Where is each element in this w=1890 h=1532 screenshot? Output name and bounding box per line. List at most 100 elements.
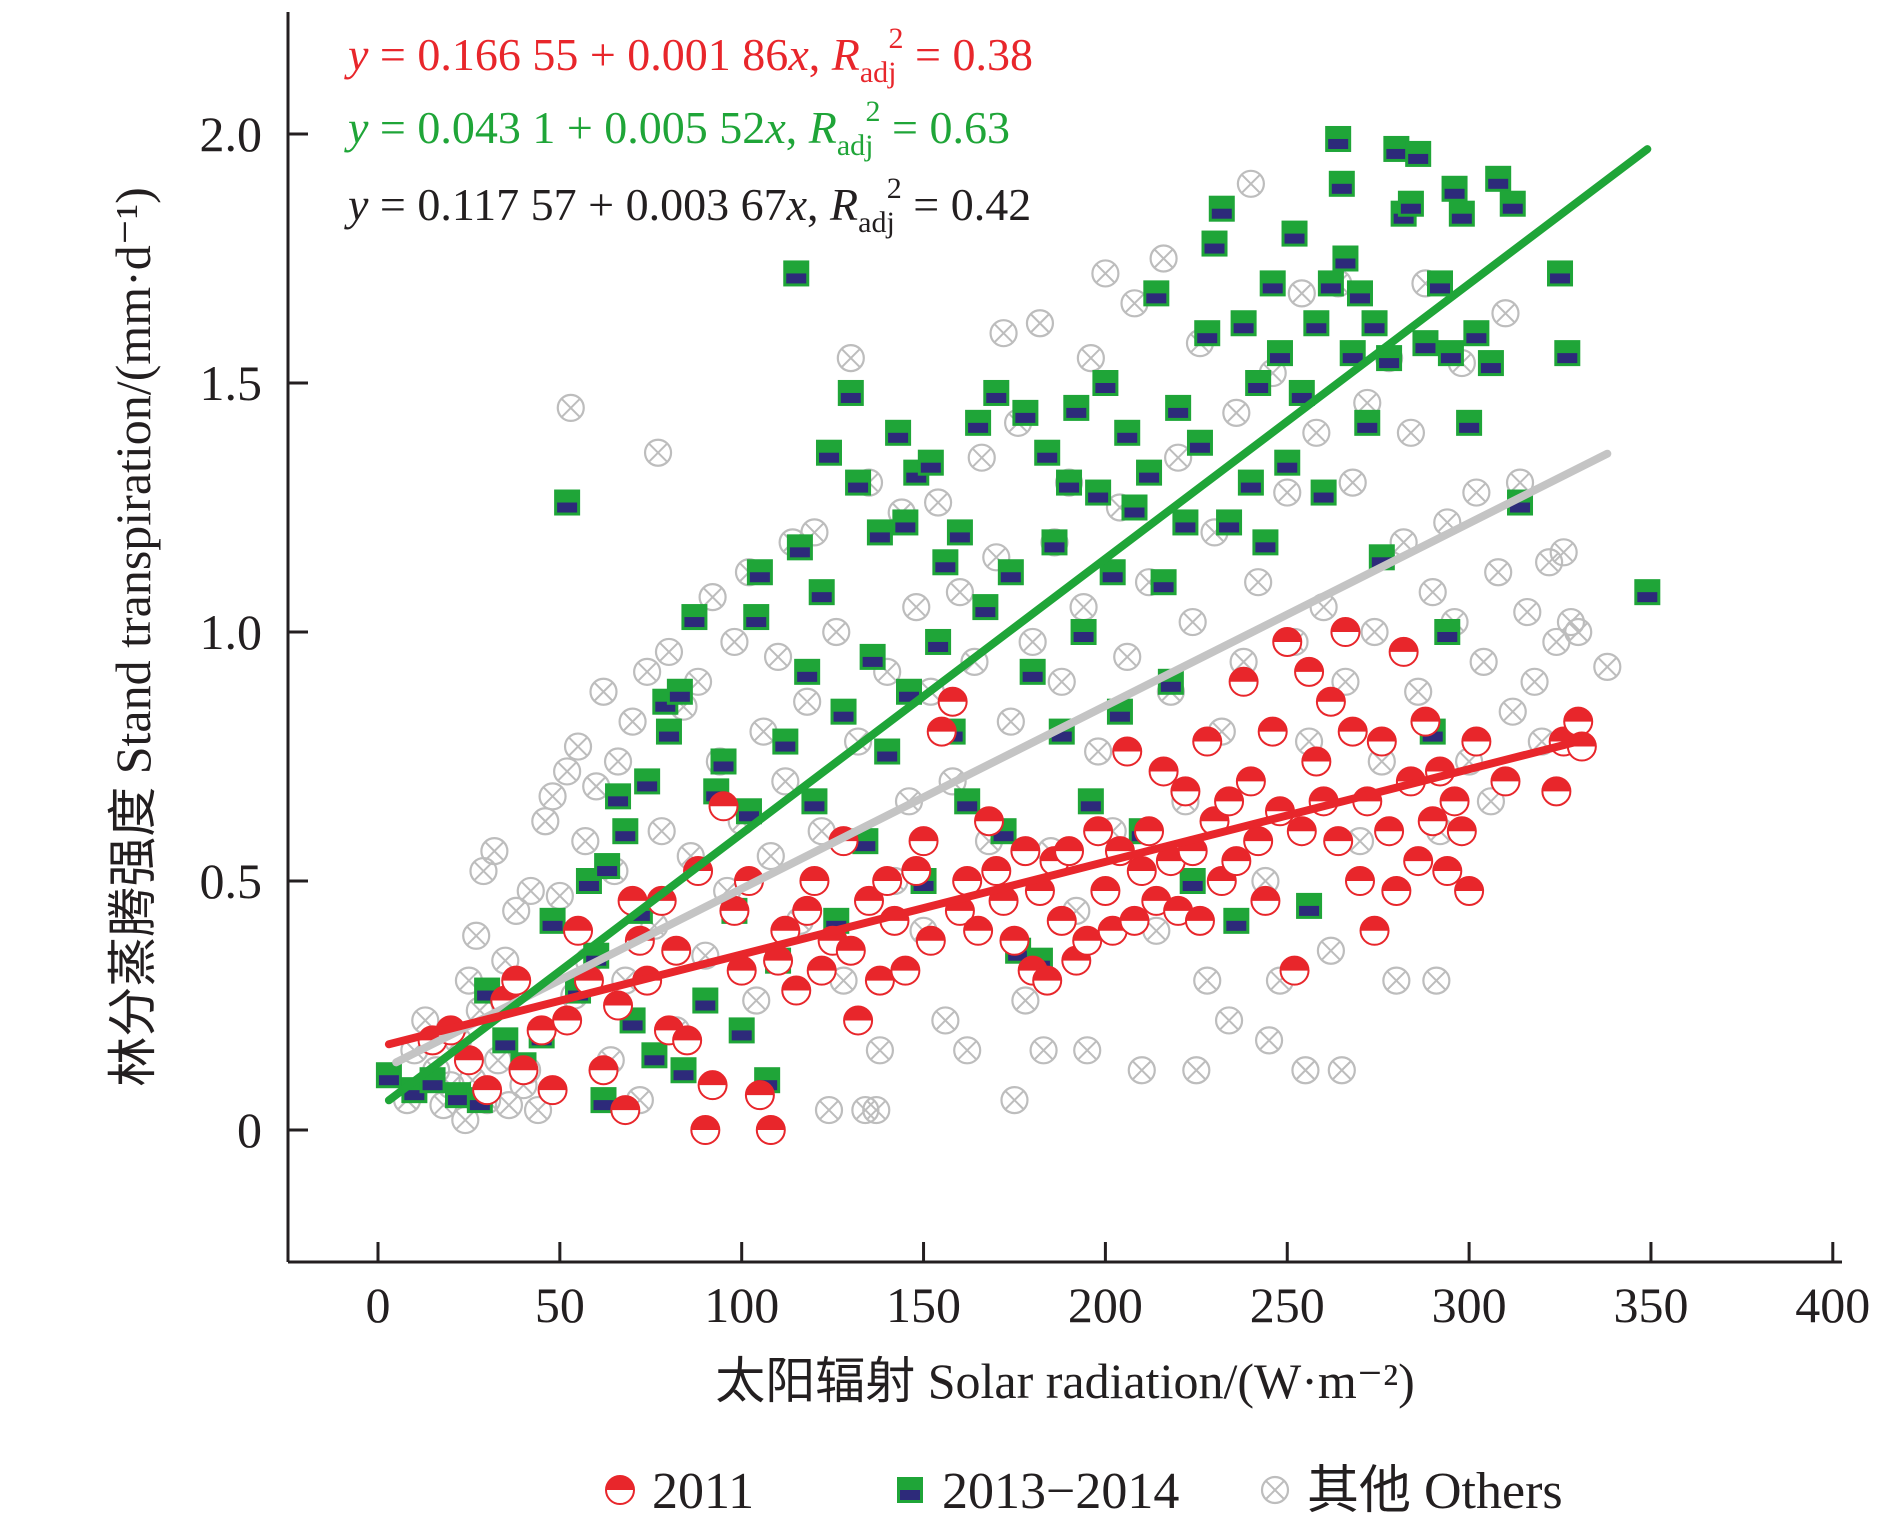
- data-point: [728, 1017, 755, 1044]
- data-point: [1092, 370, 1119, 396]
- data-point: [1243, 826, 1274, 857]
- data-point: [835, 935, 866, 966]
- data-point: [1221, 846, 1252, 877]
- data-point: [1228, 666, 1259, 697]
- data-point: [997, 559, 1024, 586]
- data-point: [1149, 244, 1178, 273]
- data-point: [1484, 558, 1513, 587]
- legend-label: 2011: [652, 1463, 754, 1520]
- data-point: [945, 578, 975, 607]
- data-point: [1090, 875, 1121, 906]
- y-tick-label: 2.0: [200, 106, 263, 162]
- data-point: [594, 853, 621, 880]
- data-point: [1172, 509, 1199, 536]
- data-point: [1222, 398, 1251, 427]
- data-point: [1360, 617, 1389, 647]
- data-point: [462, 921, 491, 950]
- data-point: [612, 818, 639, 845]
- data-point: [552, 1005, 583, 1036]
- data-point: [1214, 1006, 1244, 1035]
- data-point: [801, 788, 828, 815]
- x-tick-label: 200: [1068, 1277, 1143, 1333]
- data-point: [1034, 439, 1061, 466]
- data-point: [1223, 907, 1250, 934]
- data-point: [666, 678, 693, 705]
- data-point: [837, 379, 864, 406]
- data-point: [792, 895, 823, 926]
- x-tick-label: 250: [1250, 1277, 1325, 1333]
- data-point: [1216, 509, 1243, 536]
- data-point: [872, 866, 903, 896]
- legend-item: 2013−2014: [897, 1463, 1179, 1520]
- data-point: [996, 707, 1025, 736]
- data-point: [1235, 766, 1266, 797]
- data-point: [1325, 125, 1352, 152]
- data-point: [538, 782, 567, 811]
- data-point: [742, 986, 771, 1015]
- data-point: [480, 837, 509, 866]
- data-point: [590, 1087, 617, 1114]
- series-points: [417, 617, 1597, 1145]
- data-point: [1344, 866, 1375, 896]
- data-point: [814, 1095, 844, 1125]
- data-point: [1076, 344, 1105, 373]
- data-point: [989, 319, 1018, 348]
- data-point: [1112, 736, 1143, 767]
- data-point: [1310, 479, 1337, 506]
- data-point: [1477, 350, 1504, 377]
- data-point: [1250, 885, 1281, 916]
- data-point: [744, 1080, 775, 1111]
- y-tick-label: 1.5: [200, 355, 263, 411]
- data-point: [926, 716, 957, 747]
- data-point: [1165, 394, 1192, 421]
- data-point: [1259, 270, 1286, 297]
- data-point: [822, 617, 851, 647]
- data-point: [946, 519, 973, 546]
- data-point: [469, 856, 498, 886]
- data-point: [743, 604, 770, 631]
- data-point: [1366, 726, 1397, 757]
- data-point: [545, 881, 574, 911]
- data-point: [815, 439, 842, 466]
- data-point: [1244, 568, 1273, 597]
- data-point: [1083, 816, 1114, 847]
- data-point: [1237, 469, 1264, 496]
- x-tick-label: 150: [886, 1277, 961, 1333]
- data-point: [786, 534, 813, 561]
- data-point: [589, 677, 618, 706]
- data-point: [556, 393, 585, 422]
- data-point: [523, 1095, 553, 1125]
- data-point: [845, 469, 872, 496]
- data-point: [1434, 619, 1461, 645]
- data-point: [1254, 1026, 1284, 1055]
- data-point: [843, 1005, 874, 1036]
- data-point: [915, 925, 946, 956]
- data-point: [672, 1025, 703, 1056]
- data-point: [634, 768, 661, 795]
- data-point: [1316, 936, 1345, 965]
- data-point: [1520, 667, 1549, 696]
- data-point: [1303, 310, 1330, 337]
- data-point: [1274, 449, 1301, 476]
- data-point: [890, 955, 921, 986]
- regression-equations: y = 0.166 55 + 0.001 86x, Radj2 = 0.38y …: [344, 22, 1033, 239]
- data-point: [1337, 716, 1368, 747]
- data-point: [563, 732, 593, 761]
- data-point: [937, 686, 968, 717]
- data-point: [1441, 175, 1468, 202]
- data-point: [1041, 529, 1068, 556]
- data-point: [1170, 776, 1201, 807]
- data-point: [908, 826, 939, 857]
- data-point: [1404, 677, 1433, 706]
- data-point: [1046, 905, 1077, 936]
- data-point: [1163, 895, 1194, 926]
- data-point: [892, 509, 919, 536]
- data-point: [793, 687, 822, 716]
- data-point: [494, 1090, 524, 1120]
- data-point: [1454, 875, 1485, 906]
- data-point: [865, 1036, 895, 1065]
- data-point: [1383, 135, 1410, 162]
- regression-lines: [384, 145, 1652, 1105]
- data-point: [1432, 856, 1463, 887]
- data-point: [508, 1055, 539, 1086]
